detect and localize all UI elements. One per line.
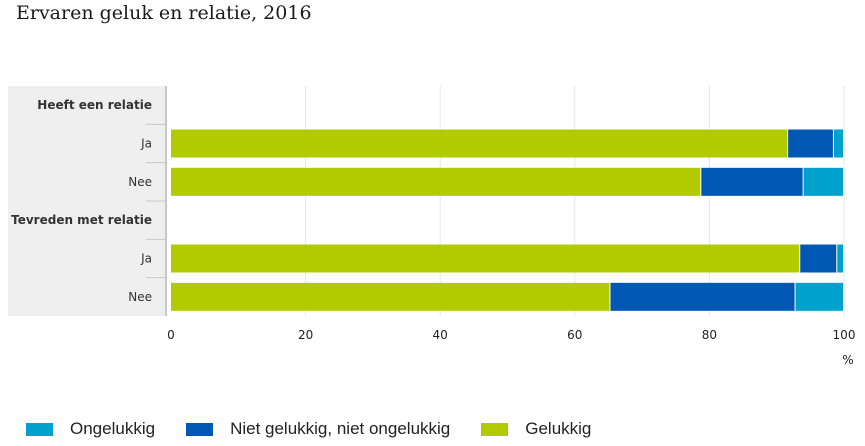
group-label: Tevreden met relatie (11, 213, 152, 227)
x-axis-label: % (842, 353, 853, 367)
bar-segment (795, 282, 843, 311)
bar-segment (171, 167, 701, 196)
chart-area: Heeft een relatie Ja Nee Tevreden met relat… (8, 86, 856, 367)
legend-swatch (26, 422, 53, 436)
legend-item[interactable]: Gelukkig (481, 419, 591, 439)
legend-label: Gelukkig (525, 419, 592, 438)
bar-segment (171, 282, 610, 311)
bar-segment (837, 244, 843, 273)
x-tick-label: 20 (298, 328, 313, 342)
bar-segment (800, 244, 837, 273)
group-label: Heeft een relatie (37, 98, 152, 112)
bar-segment (610, 282, 795, 311)
category-label-panel (8, 86, 166, 316)
legend-swatch (186, 422, 214, 436)
bar-segment (171, 244, 800, 273)
category-label: Ja (140, 137, 152, 151)
legend-swatch (481, 422, 509, 436)
bar-segment (171, 129, 788, 158)
x-tick-label: 0 (167, 328, 175, 342)
legend: Ongelukkig Niet gelukkig, niet ongelukkig… (26, 419, 622, 439)
category-label: Ja (140, 252, 152, 266)
legend-item[interactable]: Niet gelukkig, niet ongelukkig (186, 419, 450, 439)
legend-item[interactable]: Ongelukkig (26, 419, 155, 439)
bar-segment (788, 129, 833, 158)
category-label: Nee (128, 175, 152, 189)
x-tick-label: 40 (433, 328, 448, 342)
x-tick-label: 100 (833, 328, 856, 342)
bar-segment (833, 129, 843, 158)
category-label: Nee (128, 290, 152, 304)
bar-segment (701, 167, 803, 196)
chart-title: Ervaren geluk en relatie, 2016 (16, 2, 312, 24)
legend-label: Niet gelukkig, niet ongelukkig (230, 419, 451, 438)
x-tick-label: 60 (567, 328, 582, 342)
x-tick-label: 80 (702, 328, 717, 342)
bar-segment (803, 167, 843, 196)
legend-label: Ongelukkig (70, 419, 156, 438)
